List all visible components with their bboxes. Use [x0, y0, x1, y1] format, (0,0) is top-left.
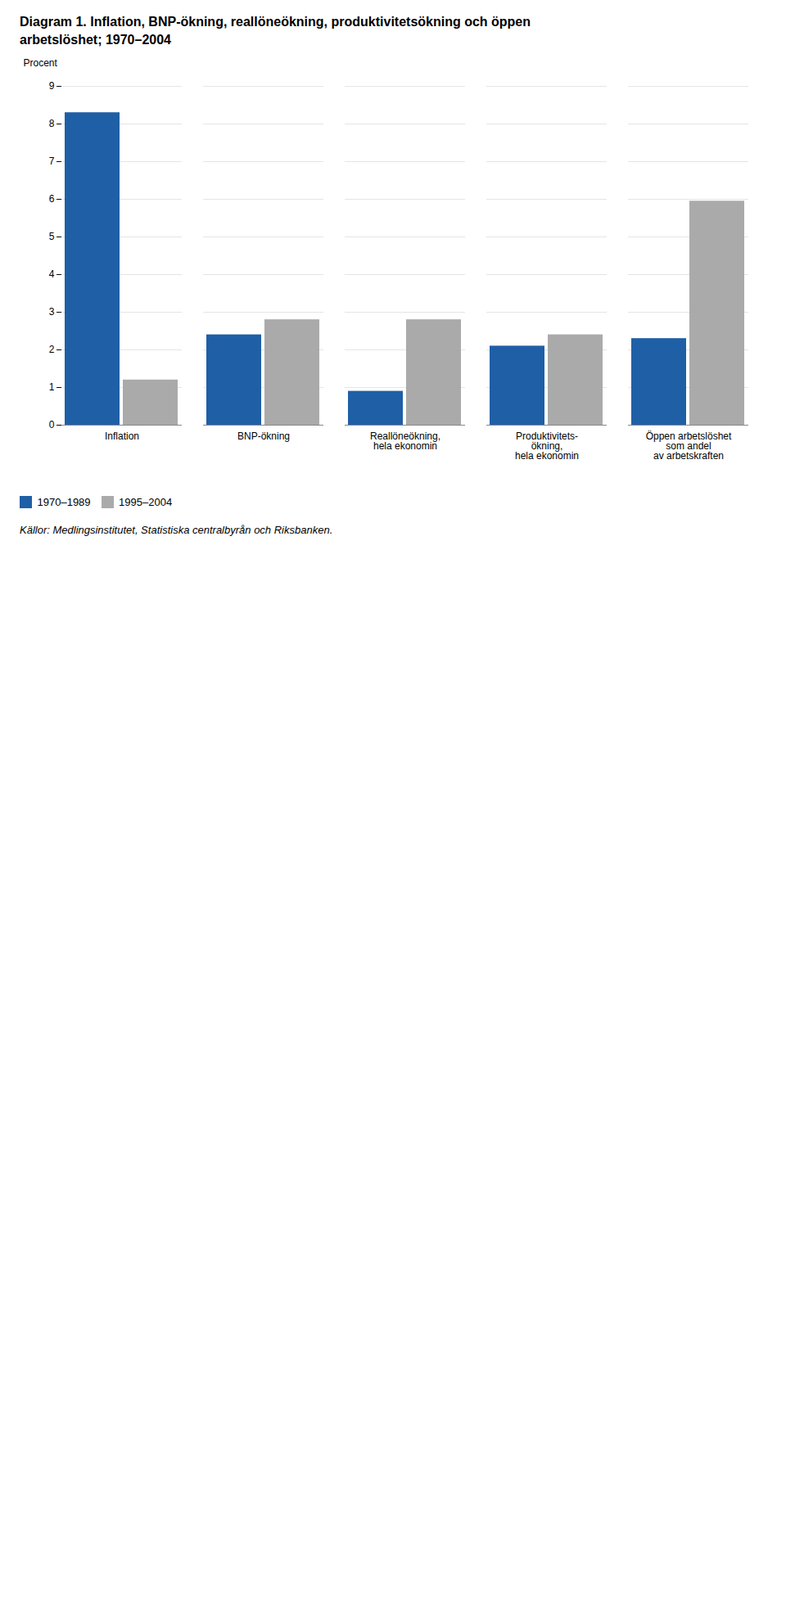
html-text:Diagram 1. Inflation, BNP-ökni: Diagram 1. Inflation, BNP-ökning, reallö… — [19, 14, 531, 29]
svg-text:5: 5 — [49, 231, 55, 244]
html-text:1995–2004: 1995–2004 — [118, 496, 173, 509]
svg-text:Produktivitets-ökning,hela eko: Produktivitets-ökning,hela ekonomin — [514, 430, 579, 462]
svg-text:3: 3 — [49, 307, 55, 319]
html-text:1970–1989: 1970–1989 — [37, 496, 91, 509]
html-text:arbetslöshet; 1970–2004: arbetslöshet; 1970–2004 — [19, 32, 172, 47]
svg-text:Reallöneökning,hela ekonomin: Reallöneökning,hela ekonomin — [370, 430, 441, 452]
svg-text:Öppen arbetslöshetsom andelav: Öppen arbetslöshetsom andelav arbetskraf… — [645, 430, 732, 462]
svg-text:8: 8 — [49, 118, 55, 131]
html-text:Källor: Medlingsinstitutet, St: Källor: Medlingsinstitutet, Statistiska … — [19, 524, 333, 537]
svg-text:1: 1 — [49, 382, 55, 394]
svg-text:6: 6 — [49, 194, 55, 206]
svg-text:4: 4 — [49, 269, 55, 281]
svg-text:7: 7 — [49, 156, 55, 168]
svg-text:Procent: Procent — [23, 57, 59, 69]
svg-text:Inflation: Inflation — [104, 430, 140, 443]
svg-text:BNP-ökning: BNP-ökning — [237, 430, 290, 443]
svg-text:9: 9 — [49, 81, 55, 93]
svg-text:0: 0 — [49, 420, 55, 432]
svg-text:2: 2 — [49, 344, 55, 357]
